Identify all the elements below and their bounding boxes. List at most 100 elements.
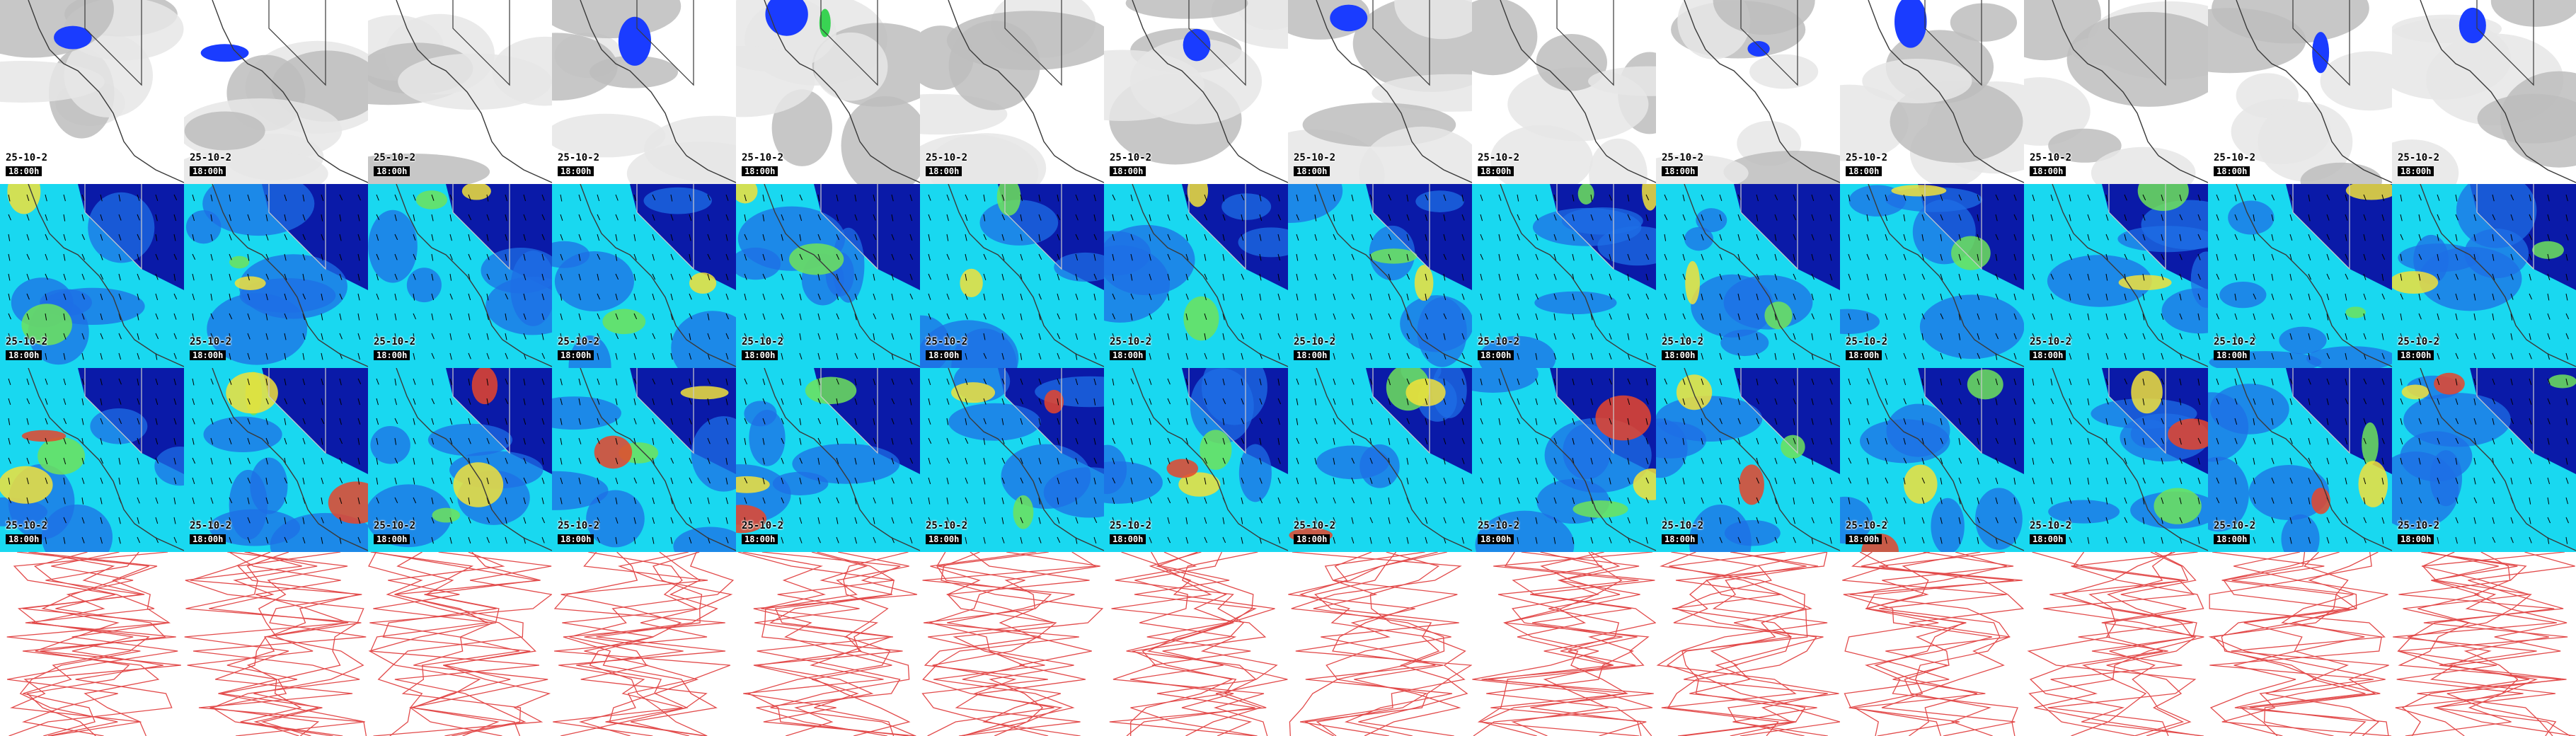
timestamp-hour: 18:00h — [6, 166, 42, 176]
forecast-tile[interactable]: 25-10-2 18:00h — [368, 368, 552, 552]
forecast-tile[interactable]: 25-10-2 18:00h — [2208, 368, 2392, 552]
forecast-tile[interactable]: 25-10-2 18:00h — [368, 184, 552, 368]
forecast-tile[interactable]: 25-10-2 18:00h — [920, 184, 1104, 368]
forecast-tile[interactable]: 25-10-2 18:00h — [736, 368, 920, 552]
timestamp-label: 25-10-2 18:00h — [926, 521, 967, 545]
forecast-tile[interactable] — [1840, 552, 2024, 736]
map-image — [1472, 0, 1656, 184]
map-image — [368, 368, 552, 552]
timestamp-date: 25-10-2 — [1846, 520, 1888, 531]
forecast-tile[interactable] — [184, 552, 368, 736]
timestamp-label: 25-10-2 18:00h — [1846, 521, 1887, 545]
forecast-tile[interactable]: 25-10-2 18:00h — [184, 368, 368, 552]
map-image — [1472, 184, 1656, 368]
timestamp-label: 25-10-2 18:00h — [742, 153, 783, 177]
timestamp-label: 25-10-2 18:00h — [926, 153, 967, 177]
forecast-tile[interactable]: 25-10-2 18:00h — [184, 0, 368, 184]
forecast-tile[interactable]: 25-10-2 18:00h — [1840, 184, 2024, 368]
timestamp-hour: 18:00h — [190, 534, 226, 544]
timestamp-label: 25-10-2 18:00h — [2214, 153, 2255, 177]
timestamp-date: 25-10-2 — [926, 336, 968, 347]
timestamp-hour: 18:00h — [2398, 350, 2434, 360]
forecast-tile[interactable]: 25-10-2 18:00h — [1840, 368, 2024, 552]
forecast-tile[interactable]: 25-10-2 18:00h — [1472, 368, 1656, 552]
forecast-tile[interactable]: 25-10-2 18:00h — [0, 368, 184, 552]
timestamp-hour: 18:00h — [558, 166, 594, 176]
timestamp-date: 25-10-2 — [190, 336, 232, 347]
forecast-tile[interactable] — [1656, 552, 1840, 736]
forecast-tile[interactable]: 25-10-2 18:00h — [2024, 184, 2208, 368]
wind-speed-row-2: 25-10-2 18:00h 25-10-2 18:00h 25-10-2 18:00h 2… — [0, 368, 2576, 552]
timestamp-label: 25-10-2 18:00h — [374, 153, 415, 177]
map-image — [1472, 368, 1656, 552]
forecast-tile[interactable]: 25-10-2 18:00h — [2024, 368, 2208, 552]
map-image — [1104, 0, 1288, 184]
forecast-tile[interactable]: 25-10-2 18:00h — [920, 368, 1104, 552]
forecast-tile[interactable]: 25-10-2 18:00h — [1656, 0, 1840, 184]
forecast-tile[interactable] — [368, 552, 552, 736]
forecast-tile[interactable] — [736, 552, 920, 736]
map-image — [2392, 184, 2576, 368]
forecast-tile[interactable]: 25-10-2 18:00h — [1288, 184, 1472, 368]
forecast-tile[interactable] — [2024, 552, 2208, 736]
timestamp-label: 25-10-2 18:00h — [1662, 521, 1703, 545]
forecast-tile[interactable]: 25-10-2 18:00h — [0, 184, 184, 368]
timestamp-date: 25-10-2 — [2214, 336, 2256, 347]
forecast-tile[interactable]: 25-10-2 18:00h — [368, 0, 552, 184]
map-image — [1104, 368, 1288, 552]
map-image — [920, 184, 1104, 368]
forecast-tile[interactable]: 25-10-2 18:00h — [2392, 184, 2576, 368]
timestamp-date: 25-10-2 — [2214, 152, 2256, 163]
timestamp-date: 25-10-2 — [926, 520, 968, 531]
forecast-tile[interactable]: 25-10-2 18:00h — [552, 0, 736, 184]
forecast-tile[interactable]: 25-10-2 18:00h — [736, 0, 920, 184]
forecast-tile[interactable] — [1472, 552, 1656, 736]
forecast-tile[interactable] — [2392, 552, 2576, 736]
forecast-tile[interactable]: 25-10-2 18:00h — [0, 0, 184, 184]
forecast-tile[interactable]: 25-10-2 18:00h — [2392, 0, 2576, 184]
timestamp-date: 25-10-2 — [2030, 336, 2072, 347]
forecast-tile[interactable]: 25-10-2 18:00h — [1288, 0, 1472, 184]
map-image — [1288, 0, 1472, 184]
forecast-tile[interactable]: 25-10-2 18:00h — [1472, 0, 1656, 184]
forecast-tile[interactable]: 25-10-2 18:00h — [1656, 368, 1840, 552]
forecast-tile[interactable]: 25-10-2 18:00h — [1104, 184, 1288, 368]
forecast-tile[interactable]: 25-10-2 18:00h — [736, 184, 920, 368]
forecast-tile[interactable]: 25-10-2 18:00h — [2208, 184, 2392, 368]
forecast-tile[interactable]: 25-10-2 18:00h — [2392, 368, 2576, 552]
map-image — [736, 184, 920, 368]
forecast-tile[interactable] — [2208, 552, 2392, 736]
timestamp-hour: 18:00h — [1662, 166, 1698, 176]
timestamp-label: 25-10-2 18:00h — [2030, 153, 2071, 177]
timestamp-hour: 18:00h — [6, 534, 42, 544]
forecast-tile[interactable]: 25-10-2 18:00h — [920, 0, 1104, 184]
map-image — [920, 0, 1104, 184]
forecast-tile[interactable] — [920, 552, 1104, 736]
forecast-tile[interactable]: 25-10-2 18:00h — [2208, 0, 2392, 184]
forecast-tile[interactable]: 25-10-2 18:00h — [552, 368, 736, 552]
forecast-tile[interactable]: 25-10-2 18:00h — [1288, 368, 1472, 552]
forecast-tile[interactable] — [1104, 552, 1288, 736]
map-image — [736, 552, 920, 736]
timestamp-hour: 18:00h — [558, 350, 594, 360]
timestamp-date: 25-10-2 — [2030, 152, 2072, 163]
forecast-tile[interactable]: 25-10-2 18:00h — [1104, 0, 1288, 184]
forecast-tile[interactable] — [552, 552, 736, 736]
forecast-tile[interactable]: 25-10-2 18:00h — [1656, 184, 1840, 368]
timestamp-label: 25-10-2 18:00h — [1110, 153, 1151, 177]
forecast-tile[interactable]: 25-10-2 18:00h — [552, 184, 736, 368]
timestamp-hour: 18:00h — [1846, 534, 1882, 544]
forecast-tile[interactable]: 25-10-2 18:00h — [2024, 0, 2208, 184]
forecast-tile[interactable]: 25-10-2 18:00h — [1104, 368, 1288, 552]
forecast-tile[interactable] — [0, 552, 184, 736]
timestamp-label: 25-10-2 18:00h — [2214, 521, 2255, 545]
forecast-tile[interactable] — [1288, 552, 1472, 736]
forecast-tile[interactable]: 25-10-2 18:00h — [1472, 184, 1656, 368]
timestamp-hour: 18:00h — [1294, 166, 1330, 176]
forecast-tile[interactable]: 25-10-2 18:00h — [184, 184, 368, 368]
timestamp-label: 25-10-2 18:00h — [1294, 521, 1335, 545]
forecast-tile[interactable]: 25-10-2 18:00h — [1840, 0, 2024, 184]
timestamp-label: 25-10-2 18:00h — [558, 153, 599, 177]
timestamp-hour: 18:00h — [1294, 350, 1330, 360]
